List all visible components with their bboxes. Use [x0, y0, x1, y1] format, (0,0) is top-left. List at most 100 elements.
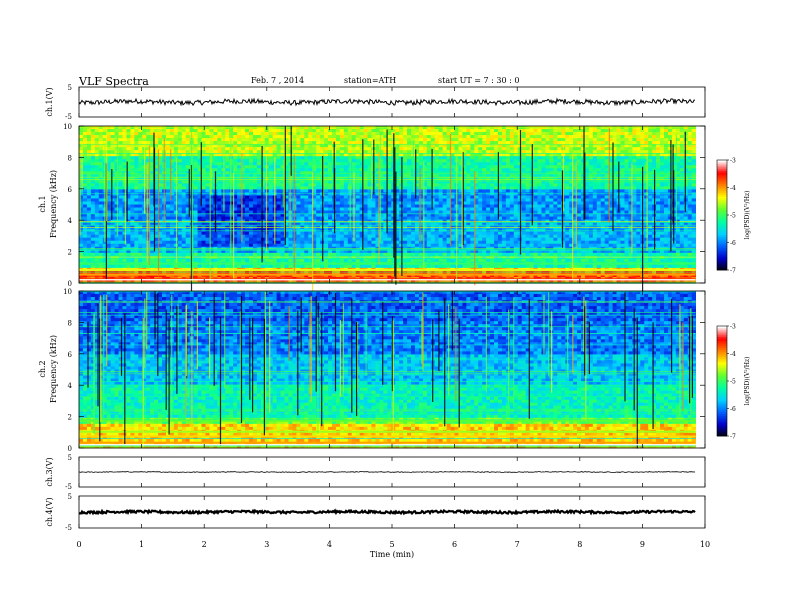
- spectrogram-cell: [612, 192, 617, 196]
- spectrogram-cell: [474, 198, 479, 202]
- spectrogram-cell: [233, 210, 238, 214]
- spectrogram-cell: [486, 129, 491, 133]
- spectrogram-cell: [134, 129, 139, 133]
- spectrogram-cell: [284, 207, 289, 211]
- spectrogram-cell: [683, 210, 689, 214]
- spectrogram-cell: [237, 192, 242, 196]
- spectrogram-cell: [474, 189, 479, 193]
- spectrogram-cell: [687, 204, 693, 208]
- spectrogram-cell: [505, 186, 511, 190]
- spectrogram-cell: [533, 177, 538, 181]
- spectrogram-cell: [158, 183, 163, 187]
- spectrogram-cell: [193, 195, 198, 199]
- spectrogram-cell: [430, 189, 436, 193]
- station-label: station=ATH: [344, 76, 396, 85]
- spectrogram-cell: [363, 135, 368, 139]
- spectrogram-cell: [470, 216, 475, 220]
- spectrogram-cell: [648, 198, 653, 202]
- spectrogram-cell: [383, 204, 388, 208]
- spectrogram-cell: [541, 192, 546, 196]
- spectrogram-cell: [256, 156, 262, 160]
- spectrogram-cell: [482, 198, 487, 202]
- spectrogram-cell: [557, 129, 562, 133]
- spectrogram-cell: [252, 210, 258, 214]
- spectrogram-cell: [667, 132, 673, 136]
- spectrogram-cell: [446, 168, 451, 172]
- spectrogram-cell: [138, 201, 143, 205]
- spectrogram-cell: [82, 165, 88, 169]
- spectrogram-cell: [241, 135, 246, 139]
- spectrogram-cell: [276, 135, 281, 139]
- spectrogram-cell: [608, 189, 613, 193]
- spectrogram-cell: [328, 186, 333, 190]
- spectrogram-cell: [466, 174, 471, 178]
- spectrogram-cell: [126, 213, 131, 217]
- spectrogram-cell: [513, 207, 519, 211]
- spectrogram-cell: [620, 201, 625, 205]
- spectrogram-cell: [545, 204, 550, 208]
- spectrogram-cell: [494, 165, 499, 169]
- spectrogram-cell: [79, 135, 84, 139]
- spectrogram-cell: [691, 159, 697, 163]
- spectrogram-cell: [596, 201, 602, 205]
- spectrogram-cell: [422, 162, 428, 166]
- spectrogram-cell: [573, 144, 578, 148]
- spectrogram-cell: [359, 198, 364, 202]
- spectrogram-cell: [529, 129, 534, 133]
- spectrogram-cell: [584, 186, 590, 190]
- spectrogram-cell: [466, 192, 471, 196]
- spectrogram-cell: [450, 159, 455, 163]
- spectrogram-cell: [106, 210, 112, 214]
- spectrogram-cell: [284, 177, 289, 181]
- spectrogram-cell: [375, 186, 380, 190]
- spectrogram-cell: [387, 198, 392, 202]
- spectrogram-cell: [418, 132, 424, 136]
- spectrogram-cell: [422, 192, 428, 196]
- spectrogram-cell: [367, 156, 372, 160]
- spectrogram-cell: [260, 144, 266, 148]
- spectrogram-cell: [557, 186, 562, 190]
- spectrogram-cell: [387, 186, 392, 190]
- spectrogram-cell: [98, 129, 104, 133]
- spectrogram-cell: [565, 207, 570, 211]
- spectrogram-cell: [225, 198, 230, 202]
- spectrogram-cell: [86, 129, 92, 133]
- spectrogram-cell: [608, 183, 613, 187]
- spectrogram-cell: [426, 150, 432, 154]
- spectrogram-cell: [679, 213, 685, 217]
- spectrogram-cell: [94, 168, 100, 172]
- spectrogram-cell: [533, 201, 538, 205]
- spectrogram-cell: [150, 156, 155, 160]
- spectrogram-cell: [300, 210, 305, 214]
- spectrogram-cell: [205, 153, 210, 157]
- spectrogram-cell: [363, 156, 368, 160]
- spectrogram-cell: [328, 174, 333, 178]
- spectrogram-cell: [339, 153, 345, 157]
- spectrogram-cell: [383, 174, 388, 178]
- spectrogram-cell: [90, 168, 96, 172]
- spectrogram-cell: [497, 213, 503, 217]
- spectrogram-cell: [549, 147, 554, 151]
- spectrogram-cell: [442, 183, 447, 187]
- spectrogram-cell: [434, 198, 440, 202]
- spectrogram-cell: [691, 168, 697, 172]
- spectrogram-cell: [114, 150, 119, 154]
- spectrogram-cell: [663, 159, 669, 163]
- spectrogram-cell: [252, 177, 258, 181]
- spectrogram-cell: [691, 213, 697, 217]
- spectrogram-cell: [181, 207, 187, 211]
- spectrogram-cell: [335, 174, 341, 178]
- spectrogram-cell: [245, 177, 250, 181]
- spectrogram-cell: [608, 207, 613, 211]
- spectrogram-cell: [86, 201, 92, 205]
- spectrogram-cell: [114, 201, 119, 205]
- spectrogram-cell: [533, 213, 538, 217]
- spectrogram-cell: [94, 213, 100, 217]
- spectrogram-cell: [604, 198, 610, 202]
- spectrogram-cell: [328, 213, 333, 217]
- spectrogram-cell: [217, 204, 222, 208]
- spectrogram-cell: [450, 183, 455, 187]
- spectrogram-cell: [580, 165, 586, 169]
- spectrogram-cell: [675, 204, 681, 208]
- spectrogram-cell: [237, 210, 242, 214]
